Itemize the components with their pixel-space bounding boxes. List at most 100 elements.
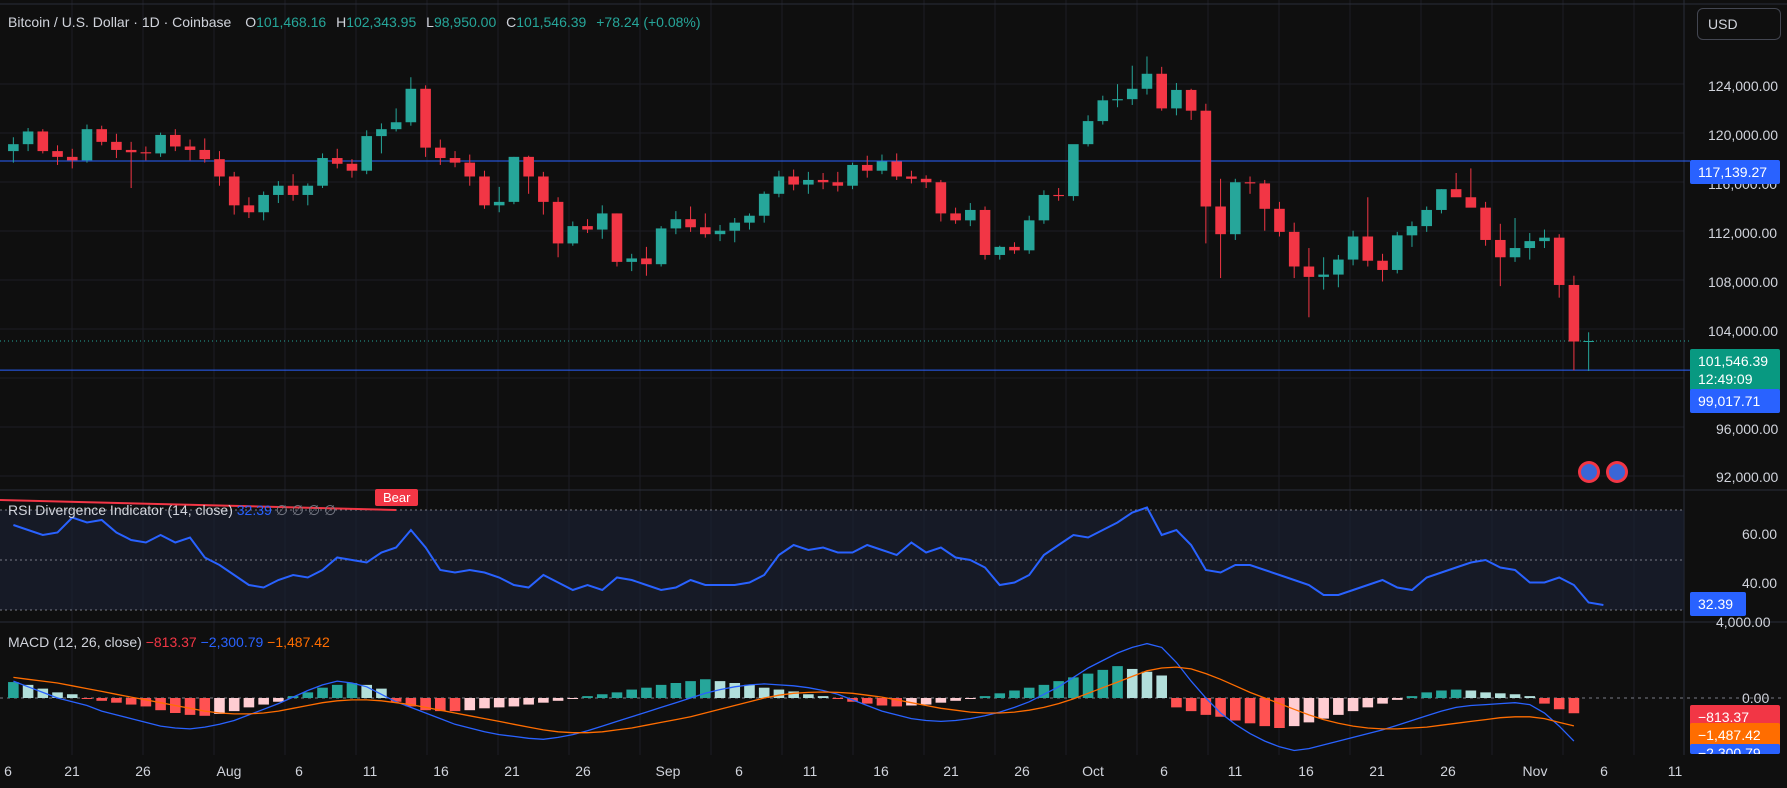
candle-body	[199, 149, 211, 160]
time-axis-label: 26	[575, 763, 591, 779]
candle-body	[714, 230, 726, 235]
candle-body	[729, 222, 741, 231]
time-axis-label: Oct	[1082, 763, 1104, 779]
macd-histogram-bar	[1480, 692, 1491, 698]
macd-histogram-bar	[464, 698, 476, 711]
candle-body	[508, 156, 520, 202]
macd-histogram-bar	[420, 698, 431, 711]
macd-histogram-bar	[8, 682, 19, 698]
macd-histogram-bar	[361, 684, 372, 698]
candle-body	[788, 176, 799, 185]
candle-body	[1288, 231, 1300, 267]
candle-body	[1112, 99, 1123, 101]
candle-body	[655, 228, 667, 265]
macd-signal-value: −1,487.42	[267, 634, 330, 650]
candle-body	[700, 227, 711, 235]
candle-body	[405, 88, 417, 123]
price-axis-label: 120,000.00	[1708, 127, 1779, 143]
candle-body	[449, 158, 461, 163]
macd-line	[13, 642, 1575, 752]
candle-body	[1524, 241, 1536, 249]
macd-histogram-bar	[582, 696, 593, 698]
macd-histogram-bar	[1171, 698, 1182, 708]
symbol-name[interactable]: Bitcoin / U.S. Dollar · 1D · Coinbase	[8, 14, 232, 30]
candle-body	[626, 258, 637, 262]
macd-legend[interactable]: MACD (12, 26, close) −813.37 −2,300.79 −…	[8, 634, 330, 650]
macd-histogram-bar	[390, 698, 402, 702]
macd-hist-value: −813.37	[145, 634, 197, 650]
macd-histogram-bar	[788, 691, 799, 698]
macd-histogram-bar	[449, 698, 461, 712]
current-price-tag: 101,546.39 12:49:09	[1690, 349, 1780, 391]
event-flag-icon	[1609, 464, 1625, 480]
macd-histogram-bar	[273, 698, 284, 702]
macd-histogram-bar	[243, 698, 255, 708]
candle-body	[464, 162, 476, 177]
candle-body	[979, 209, 991, 255]
macd-histogram-bar	[37, 688, 49, 698]
candle-body	[758, 193, 770, 216]
open-label: O	[245, 14, 257, 30]
macd-histogram-bar	[1539, 698, 1550, 704]
candle-body	[390, 122, 402, 130]
candle-body	[611, 213, 623, 262]
macd-histogram-bar	[641, 687, 652, 698]
candle-body	[214, 159, 225, 177]
candle-body	[1553, 237, 1565, 285]
macd-histogram-bar	[1509, 694, 1521, 698]
candle-body	[52, 151, 63, 157]
close-value: 101,546.39	[516, 14, 587, 30]
candle-body	[950, 213, 961, 221]
macd-histogram-bar	[773, 689, 785, 698]
candle-body	[420, 88, 431, 148]
candle-body	[1568, 284, 1580, 342]
macd-histogram-bar	[611, 692, 623, 698]
time-axis-label: 16	[873, 763, 889, 779]
candle-body	[994, 246, 1006, 255]
candle-body	[1436, 189, 1447, 210]
macd-histogram-bar	[1141, 671, 1153, 698]
candle-body	[1009, 246, 1020, 251]
candle-body	[641, 258, 652, 265]
candle-body	[1333, 259, 1344, 275]
candle-body	[287, 185, 299, 195]
time-axis-label: 26	[1440, 763, 1456, 779]
candle-body	[1244, 182, 1256, 184]
low-label: L	[426, 14, 434, 30]
candle-body	[1259, 183, 1271, 209]
time-axis-label: Nov	[1522, 763, 1548, 779]
macd-histogram-bar	[1450, 689, 1462, 698]
candle-body	[670, 219, 682, 229]
macd-histogram-bar	[523, 698, 534, 705]
time-axis-label: 6	[735, 763, 743, 779]
high-label: H	[336, 14, 347, 30]
macd-histogram-bar	[1391, 698, 1403, 700]
macd-histogram-bar	[1406, 696, 1418, 698]
candle-body	[1185, 89, 1197, 111]
macd-histogram-bar	[228, 698, 240, 712]
macd-histogram-bar	[758, 687, 770, 698]
rsi-legend[interactable]: RSI Divergence Indicator (14, close) 32.…	[8, 502, 336, 519]
candle-body	[567, 226, 579, 244]
candle-body	[1362, 236, 1374, 261]
macd-histogram-bar	[552, 698, 564, 701]
time-axis-label: 11	[1667, 763, 1683, 779]
candle-body	[1303, 266, 1315, 277]
currency-button[interactable]: USD	[1697, 8, 1781, 40]
candle-body	[1215, 206, 1226, 235]
candle-body	[1391, 235, 1403, 270]
macd-histogram-bar	[935, 698, 947, 703]
candle-body	[773, 176, 785, 194]
macd-histogram-bar	[184, 698, 196, 715]
macd-histogram-bar	[596, 694, 608, 698]
candle-body	[596, 213, 608, 230]
macd-histogram-bar	[832, 698, 844, 699]
macd-histogram-bar	[214, 698, 225, 714]
candle-body	[891, 161, 902, 177]
candle-body	[1347, 236, 1359, 260]
macd-histogram-bar	[1421, 692, 1432, 698]
rsi-markers: ∅ ∅ ∅ ∅	[275, 502, 337, 518]
macd-histogram-bar	[1303, 698, 1315, 723]
macd-histogram-bar	[1568, 698, 1580, 714]
